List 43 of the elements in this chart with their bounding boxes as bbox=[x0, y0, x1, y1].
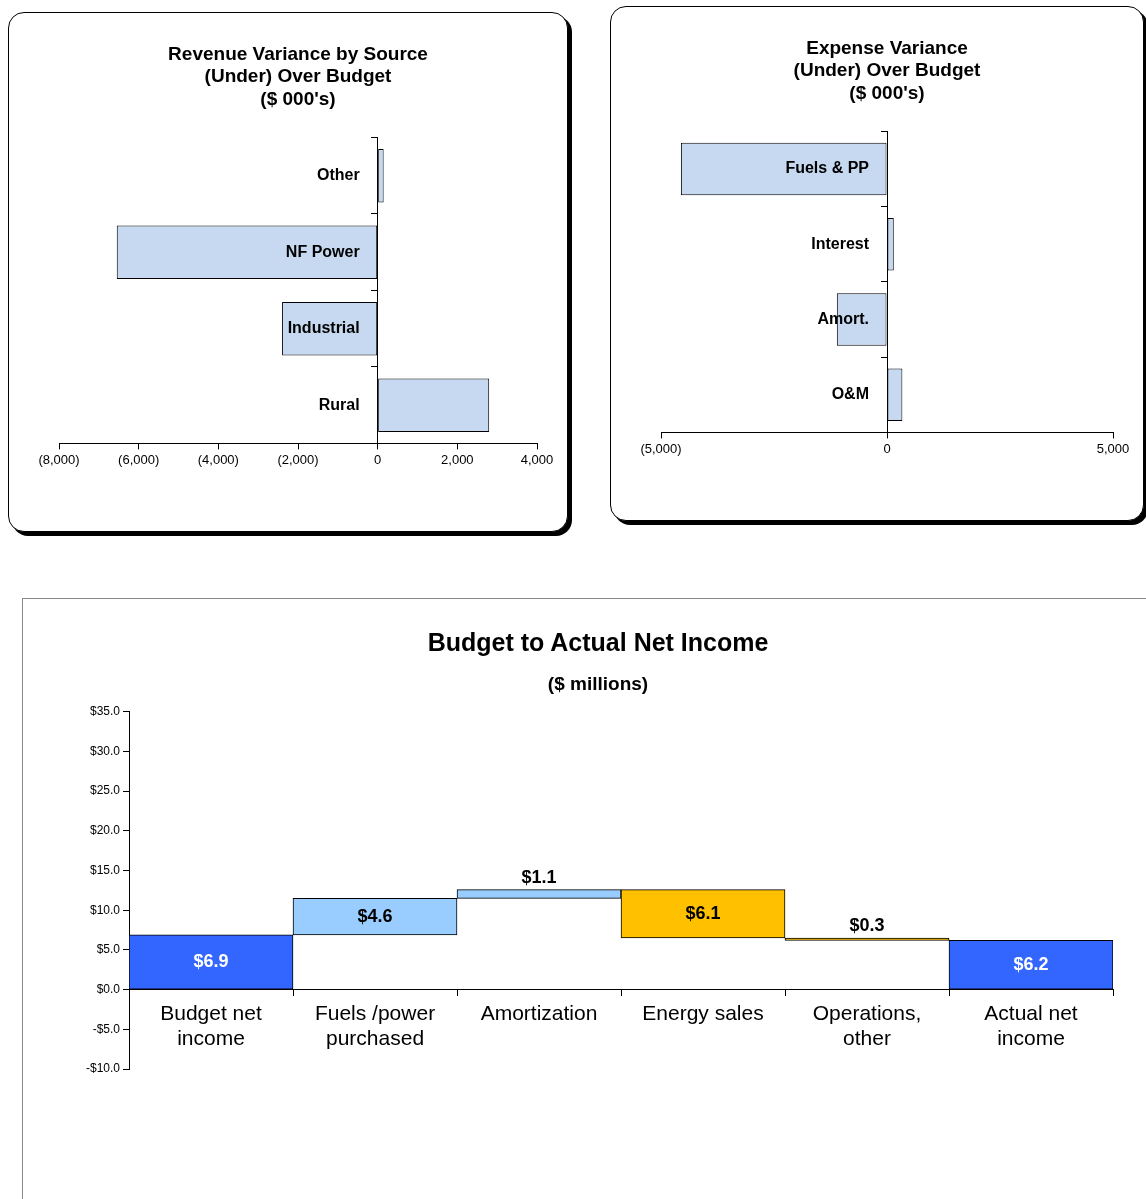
data-label: $6.1 bbox=[685, 902, 721, 923]
data-label: $6.9 bbox=[193, 950, 229, 971]
x-tick-label: Energy sales bbox=[642, 1001, 764, 1025]
x-tick-label: 4,000 bbox=[520, 451, 554, 467]
x-tick-label: (6,000) bbox=[118, 451, 160, 467]
x-tick-label: 0 bbox=[374, 451, 382, 467]
y-tick-label: Fuels & PP bbox=[785, 159, 870, 177]
x-tick-label: (5,000) bbox=[640, 440, 682, 456]
chart-title: Expense Variance (Under) Over Budget ($ 000's) bbox=[793, 36, 982, 104]
y-tick-label: $20.0 bbox=[89, 823, 121, 838]
x-tick-label: 0 bbox=[883, 440, 891, 456]
y-tick-label: $35.0 bbox=[89, 704, 121, 719]
x-tick-label: Operations, other bbox=[812, 1001, 922, 1050]
x-tick-label: (4,000) bbox=[197, 451, 239, 467]
data-label: $1.1 bbox=[521, 866, 557, 887]
y-tick-label: -$5.0 bbox=[92, 1021, 121, 1036]
x-tick-label: 5,000 bbox=[1096, 440, 1130, 456]
y-tick-label: $0.0 bbox=[96, 981, 121, 996]
y-tick-label: O&M bbox=[831, 385, 869, 403]
y-tick-label: -$10.0 bbox=[85, 1061, 121, 1076]
y-tick-label: $5.0 bbox=[96, 942, 121, 957]
data-label: $4.6 bbox=[357, 905, 393, 926]
x-tick-label: Actual net income bbox=[984, 1001, 1078, 1050]
chart-title: Revenue Variance by Source (Under) Over Budget ($ 000's) bbox=[168, 42, 428, 110]
x-tick-label: Amortization bbox=[480, 1001, 598, 1025]
y-tick-label: $30.0 bbox=[89, 743, 121, 758]
y-tick-label: Rural bbox=[318, 395, 360, 413]
y-tick-label: Industrial bbox=[287, 319, 360, 337]
y-tick-label: Interest bbox=[811, 234, 870, 252]
y-tick-label: Other bbox=[316, 166, 360, 184]
x-tick-label: Budget net income bbox=[160, 1001, 262, 1050]
y-tick-label: $15.0 bbox=[89, 862, 121, 877]
y-tick-label: $25.0 bbox=[89, 783, 121, 798]
chart-subtitle: ($ millions) bbox=[547, 672, 649, 694]
chart-title: Budget to Actual Net Income bbox=[427, 627, 769, 656]
y-tick-label: $10.0 bbox=[89, 902, 121, 917]
data-label: $0.3 bbox=[849, 915, 885, 935]
x-tick-label: 2,000 bbox=[441, 451, 474, 467]
x-tick-label: (8,000) bbox=[38, 451, 80, 467]
y-tick-label: NF Power bbox=[285, 242, 360, 260]
x-tick-label: Fuels /power purchased bbox=[314, 1001, 436, 1050]
data-label: $6.2 bbox=[1013, 953, 1049, 974]
x-tick-label: (2,000) bbox=[277, 451, 319, 467]
